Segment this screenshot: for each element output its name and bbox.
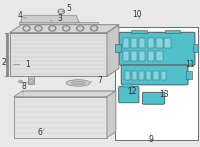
Text: 10: 10 — [133, 10, 142, 19]
FancyBboxPatch shape — [121, 65, 188, 85]
Bar — [131, 51, 137, 61]
Bar — [115, 27, 198, 141]
Text: 11: 11 — [186, 60, 195, 69]
Polygon shape — [107, 91, 116, 138]
Bar — [193, 44, 198, 52]
Text: 4: 4 — [17, 11, 27, 20]
Circle shape — [36, 27, 40, 30]
Circle shape — [35, 26, 42, 31]
FancyBboxPatch shape — [143, 92, 165, 104]
Bar — [139, 38, 145, 48]
Polygon shape — [19, 22, 98, 24]
Circle shape — [49, 26, 56, 31]
Circle shape — [77, 26, 84, 31]
Bar — [10, 33, 107, 76]
Bar — [161, 71, 166, 80]
Text: 8: 8 — [21, 82, 26, 91]
Circle shape — [58, 9, 64, 14]
Text: 2: 2 — [2, 58, 7, 67]
Ellipse shape — [71, 81, 85, 85]
Polygon shape — [107, 25, 119, 76]
Bar — [156, 38, 163, 48]
Bar — [131, 38, 137, 48]
Text: 7: 7 — [90, 76, 102, 85]
Polygon shape — [21, 15, 79, 23]
FancyBboxPatch shape — [119, 32, 195, 65]
Bar — [14, 97, 107, 138]
Bar — [28, 76, 34, 84]
Text: 12: 12 — [127, 87, 137, 96]
Bar — [123, 38, 129, 48]
Ellipse shape — [66, 80, 90, 86]
Bar — [186, 71, 192, 79]
Text: 1: 1 — [13, 60, 30, 69]
Circle shape — [64, 27, 68, 30]
Polygon shape — [10, 25, 119, 33]
FancyBboxPatch shape — [119, 86, 139, 103]
Circle shape — [25, 27, 29, 30]
Bar — [115, 44, 121, 52]
Bar — [148, 38, 154, 48]
Bar — [139, 51, 145, 61]
Bar — [165, 30, 180, 34]
Polygon shape — [14, 91, 116, 97]
Circle shape — [92, 27, 96, 30]
Bar — [148, 51, 154, 61]
Bar — [131, 30, 147, 34]
Text: 9: 9 — [148, 135, 153, 144]
Bar — [122, 84, 132, 87]
Circle shape — [20, 81, 22, 82]
Bar — [146, 71, 151, 80]
Circle shape — [59, 10, 63, 13]
Text: 13: 13 — [159, 90, 168, 99]
Circle shape — [63, 26, 70, 31]
Bar — [123, 51, 129, 61]
Bar — [156, 51, 163, 61]
Text: 3: 3 — [50, 14, 63, 23]
Circle shape — [78, 27, 82, 30]
Circle shape — [23, 26, 30, 31]
Text: 6: 6 — [38, 128, 44, 137]
Bar — [164, 38, 171, 48]
Text: 5: 5 — [62, 4, 72, 13]
Bar — [139, 71, 144, 80]
Bar — [125, 71, 130, 80]
Bar — [132, 71, 137, 80]
Bar — [153, 71, 159, 80]
Circle shape — [90, 26, 98, 31]
Circle shape — [50, 27, 54, 30]
